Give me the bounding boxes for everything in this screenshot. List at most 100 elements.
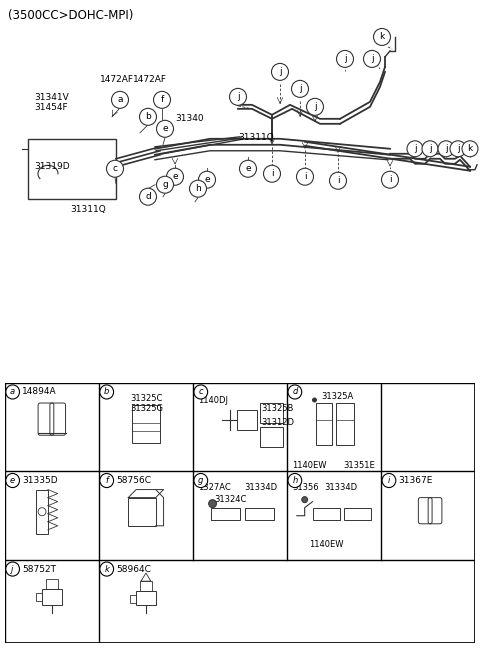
- Circle shape: [336, 51, 353, 67]
- Circle shape: [140, 188, 156, 205]
- Bar: [237, 410, 257, 430]
- Text: 1327AC: 1327AC: [198, 483, 230, 491]
- Text: e: e: [10, 476, 15, 485]
- Text: 31311Q: 31311Q: [238, 133, 274, 141]
- Text: e: e: [245, 164, 251, 173]
- Text: g: g: [162, 180, 168, 190]
- Bar: [260, 403, 283, 423]
- Bar: [132, 405, 160, 443]
- Text: 31334D: 31334D: [244, 483, 277, 491]
- Circle shape: [302, 496, 308, 502]
- Text: a: a: [10, 387, 15, 397]
- Text: b: b: [145, 112, 151, 121]
- Bar: [260, 427, 283, 447]
- Text: e: e: [162, 125, 168, 133]
- Text: j: j: [299, 84, 301, 93]
- Circle shape: [438, 141, 454, 157]
- Circle shape: [329, 172, 347, 190]
- Text: i: i: [336, 177, 339, 185]
- Circle shape: [199, 171, 216, 188]
- Text: j: j: [429, 144, 432, 153]
- Circle shape: [272, 64, 288, 80]
- Text: d: d: [145, 192, 151, 201]
- Text: 1140EW: 1140EW: [309, 540, 343, 549]
- Circle shape: [288, 474, 302, 487]
- Circle shape: [6, 385, 20, 399]
- Circle shape: [291, 80, 309, 97]
- Bar: [136, 591, 156, 606]
- Text: d: d: [292, 387, 298, 397]
- Text: f: f: [160, 95, 164, 104]
- Text: g: g: [198, 476, 204, 485]
- Text: 31334D: 31334D: [324, 483, 358, 491]
- Text: 31312D: 31312D: [262, 418, 295, 427]
- Circle shape: [450, 141, 466, 157]
- Text: 58756C: 58756C: [117, 476, 152, 485]
- Bar: [36, 489, 48, 534]
- Circle shape: [154, 92, 170, 108]
- Bar: [211, 508, 240, 520]
- Text: h: h: [292, 476, 298, 485]
- Text: a: a: [117, 95, 123, 104]
- Circle shape: [297, 168, 313, 185]
- Circle shape: [194, 474, 208, 487]
- Text: k: k: [104, 565, 109, 574]
- Circle shape: [462, 141, 478, 157]
- Bar: [312, 508, 340, 520]
- Text: 1472AF: 1472AF: [100, 75, 134, 84]
- Text: c: c: [112, 164, 118, 173]
- Text: j: j: [444, 144, 447, 153]
- Text: 31319D: 31319D: [34, 162, 70, 171]
- Circle shape: [6, 562, 20, 576]
- Circle shape: [111, 92, 129, 108]
- Text: 1140EW: 1140EW: [292, 461, 326, 471]
- Text: b: b: [104, 387, 109, 397]
- Text: 31324C: 31324C: [215, 495, 247, 504]
- Text: 31340: 31340: [175, 114, 204, 123]
- Text: i: i: [389, 175, 391, 184]
- Circle shape: [6, 474, 20, 487]
- Circle shape: [107, 160, 123, 177]
- Circle shape: [194, 385, 208, 399]
- Text: 31335D: 31335D: [23, 476, 58, 485]
- Text: k: k: [379, 32, 384, 42]
- Text: i: i: [304, 172, 306, 181]
- Circle shape: [240, 160, 256, 177]
- Text: 31356: 31356: [292, 483, 319, 491]
- Text: 1140DJ: 1140DJ: [198, 396, 228, 405]
- Text: 31454F: 31454F: [34, 103, 68, 112]
- Circle shape: [190, 180, 206, 197]
- Text: 31325G: 31325G: [130, 404, 163, 413]
- Bar: [46, 579, 58, 589]
- Text: 58752T: 58752T: [23, 565, 57, 574]
- Text: 1472AF: 1472AF: [133, 75, 167, 84]
- Bar: [28, 139, 116, 199]
- Text: j: j: [314, 103, 316, 112]
- Text: 31325B: 31325B: [262, 404, 294, 413]
- Circle shape: [140, 108, 156, 125]
- Circle shape: [382, 171, 398, 188]
- Circle shape: [156, 177, 173, 193]
- Text: j: j: [371, 55, 373, 64]
- Text: j: j: [237, 92, 240, 101]
- Text: k: k: [468, 144, 473, 153]
- Text: i: i: [388, 476, 390, 485]
- Text: (3500CC>DOHC-MPI): (3500CC>DOHC-MPI): [8, 9, 133, 22]
- Text: e: e: [172, 172, 178, 181]
- Text: j: j: [414, 144, 416, 153]
- Text: j: j: [456, 144, 459, 153]
- Text: f: f: [105, 476, 108, 485]
- Circle shape: [229, 88, 247, 105]
- Text: j: j: [344, 55, 346, 64]
- Text: 31341V: 31341V: [34, 93, 69, 102]
- Circle shape: [209, 500, 216, 508]
- Circle shape: [307, 99, 324, 116]
- Circle shape: [382, 474, 396, 487]
- Circle shape: [167, 168, 183, 185]
- Circle shape: [422, 141, 438, 157]
- Bar: [140, 581, 152, 591]
- Circle shape: [373, 29, 391, 45]
- Text: 58964C: 58964C: [117, 565, 151, 574]
- Circle shape: [312, 398, 316, 402]
- Circle shape: [363, 51, 381, 67]
